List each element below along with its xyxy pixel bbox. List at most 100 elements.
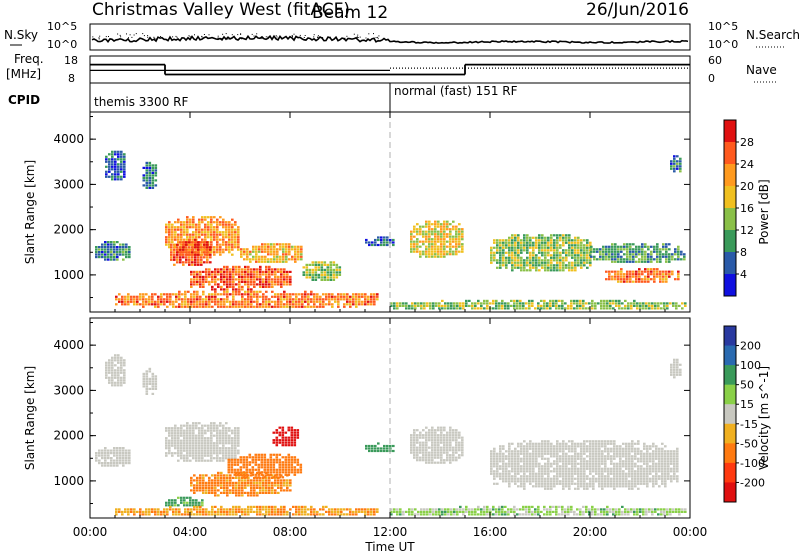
power-echo-cell xyxy=(529,251,532,254)
power-echo-cell xyxy=(514,236,517,239)
velocity-echo-cell xyxy=(580,442,583,445)
power-echo-cell xyxy=(626,248,629,251)
velocity-echo-cell xyxy=(490,457,493,460)
power-echo-cell xyxy=(373,295,376,298)
velocity-echo-cell xyxy=(278,463,282,466)
power-echo-cell xyxy=(304,305,307,308)
velocity-echo-cell xyxy=(116,464,119,467)
velocity-echo-cell xyxy=(538,455,541,458)
power-echo-cell xyxy=(270,253,273,256)
power-echo-cell xyxy=(211,298,214,301)
power-echo-cell xyxy=(493,259,496,262)
power-echo-cell xyxy=(594,302,597,305)
power-echo-cell xyxy=(200,241,203,244)
velocity-echo-cell xyxy=(293,461,297,464)
velocity-echo-cell xyxy=(142,377,146,380)
velocity-echo-cell xyxy=(244,476,247,479)
power-echo-cell xyxy=(110,241,113,244)
power-echo-cell xyxy=(377,238,380,242)
velocity-echo-cell xyxy=(535,452,538,455)
velocity-echo-cell xyxy=(111,379,114,382)
velocity-echo-cell xyxy=(562,460,565,463)
power-echo-cell xyxy=(110,243,113,246)
velocity-echo-cell xyxy=(553,460,556,463)
power-echo-cell xyxy=(537,307,540,310)
velocity-echo-cell xyxy=(128,452,131,455)
velocity-echo-cell xyxy=(192,499,195,502)
power-echo-cell xyxy=(505,241,508,244)
power-echo-cell xyxy=(678,304,681,307)
power-echo-cell xyxy=(105,175,108,178)
velocity-echo-cell xyxy=(586,467,589,470)
power-echo-cell xyxy=(458,228,461,231)
velocity-echo-cell xyxy=(413,436,416,439)
power-echo-cell xyxy=(496,259,499,262)
velocity-echo-cell xyxy=(410,436,413,439)
power-echo-cell xyxy=(502,254,505,257)
power-echo-cell xyxy=(556,269,559,272)
power-echo-cell xyxy=(300,253,303,256)
power-echo-cell xyxy=(191,253,194,256)
velocity-echo-cell xyxy=(148,508,151,511)
power-echo-cell xyxy=(216,246,219,249)
power-echo-cell xyxy=(526,236,529,239)
power-echo-cell xyxy=(683,255,686,258)
velocity-echo-cell xyxy=(529,482,532,485)
velocity-echo-cell xyxy=(583,477,586,480)
velocity-echo-cell xyxy=(565,482,568,485)
power-echo-cell xyxy=(611,248,614,251)
velocity-echo-cell xyxy=(254,458,258,461)
velocity-echo-cell xyxy=(245,458,249,461)
velocity-echo-cell xyxy=(293,439,297,442)
power-echo-cell xyxy=(249,258,252,261)
velocity-echo-cell xyxy=(520,477,523,480)
power-echo-cell xyxy=(431,230,434,233)
velocity-echo-cell xyxy=(437,446,440,449)
power-echo-cell xyxy=(662,278,665,281)
power-echo-cell xyxy=(514,266,517,269)
power-echo-cell xyxy=(562,259,565,262)
power-echo-cell xyxy=(376,298,379,301)
power-echo-cell xyxy=(283,290,286,293)
velocity-echo-cell xyxy=(213,427,216,430)
velocity-echo-cell xyxy=(199,484,202,487)
power-echo-cell xyxy=(285,260,288,263)
velocity-echo-cell xyxy=(514,477,517,480)
power-echo-cell xyxy=(180,231,183,234)
power-echo-cell xyxy=(662,273,665,276)
power-echo-cell xyxy=(618,299,621,302)
power-echo-cell xyxy=(553,256,556,259)
velocity-echo-cell xyxy=(180,434,183,437)
power-echo-cell xyxy=(235,273,238,276)
velocity-echo-cell xyxy=(437,426,440,429)
power-echo-cell xyxy=(644,270,647,273)
power-echo-cell xyxy=(600,307,603,310)
power-echo-cell xyxy=(617,260,620,263)
velocity-echo-cell xyxy=(275,461,279,464)
power-echo-cell xyxy=(428,240,431,243)
velocity-echo-cell xyxy=(541,472,544,475)
power-echo-cell xyxy=(639,304,642,307)
velocity-echo-cell xyxy=(550,450,553,453)
power-echo-cell xyxy=(508,251,511,254)
power-echo-cell xyxy=(213,221,216,224)
power-echo-cell xyxy=(105,173,108,176)
power-echo-cell xyxy=(173,263,176,266)
velocity-echo-cell xyxy=(186,434,189,437)
power-echo-cell xyxy=(633,299,636,302)
velocity-echo-cell xyxy=(223,510,226,513)
velocity-echo-cell xyxy=(238,486,241,489)
velocity-echo-cell xyxy=(535,445,538,448)
velocity-echo-cell xyxy=(446,459,449,462)
power-echo-cell xyxy=(373,298,376,301)
velocity-echo-cell xyxy=(293,444,297,447)
power-echo-cell xyxy=(538,251,541,254)
power-echo-cell xyxy=(104,253,107,256)
power-echo-cell xyxy=(428,253,431,256)
velocity-echo-cell xyxy=(231,432,234,435)
power-echo-cell xyxy=(179,258,182,261)
power-echo-cell xyxy=(127,300,130,303)
velocity-echo-cell xyxy=(502,472,505,475)
power-echo-cell xyxy=(332,273,336,276)
